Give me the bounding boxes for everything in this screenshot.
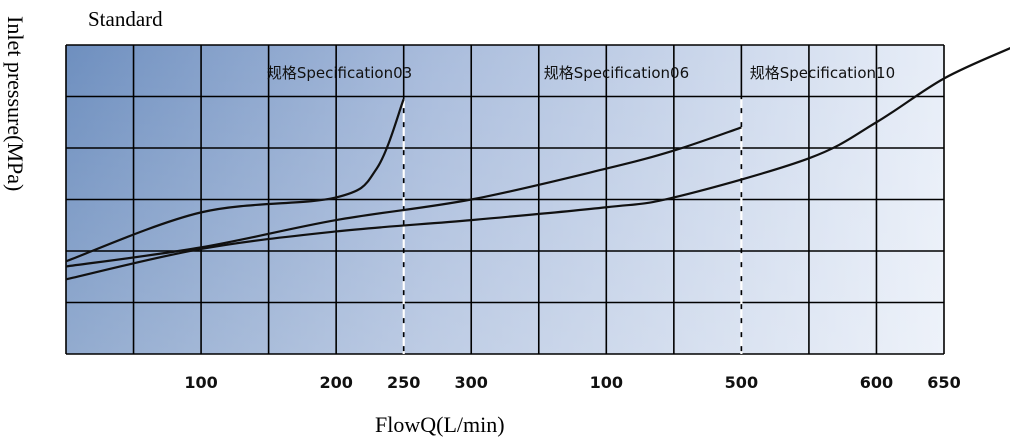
x-axis-ticks: 100 200 250 300 100 500 600 650 — [184, 373, 960, 392]
x-tick-label: 600 — [860, 373, 893, 392]
chart-title: Standard — [88, 7, 163, 31]
x-tick-label: 500 — [725, 373, 758, 392]
series-line — [65, 98, 405, 263]
x-tick-label: 100 — [590, 373, 623, 392]
spec-annotation-label: 规格Specification10 — [750, 64, 895, 82]
x-tick-label: 100 — [184, 373, 217, 392]
series-line — [65, 47, 1010, 281]
plot-area: 规格Specification03 规格Specification06 规格Spec… — [65, 44, 1010, 355]
series-line — [65, 126, 742, 268]
series-lines — [65, 47, 1010, 281]
x-axis-label: FlowQ(L/min) — [375, 412, 505, 437]
spec-annotation-label: 规格Specification06 — [544, 64, 689, 82]
x-tick-label: 250 — [387, 373, 420, 392]
spec-annotation-label: 规格Specification03 — [267, 64, 412, 82]
x-tick-label: 650 — [927, 373, 960, 392]
x-tick-label: 200 — [319, 373, 352, 392]
x-tick-label: 300 — [455, 373, 488, 392]
spec-annotations: 规格Specification03 规格Specification06 规格Spec… — [267, 64, 895, 82]
y-axis-label: Inlet pressure(MPa) — [3, 16, 28, 191]
